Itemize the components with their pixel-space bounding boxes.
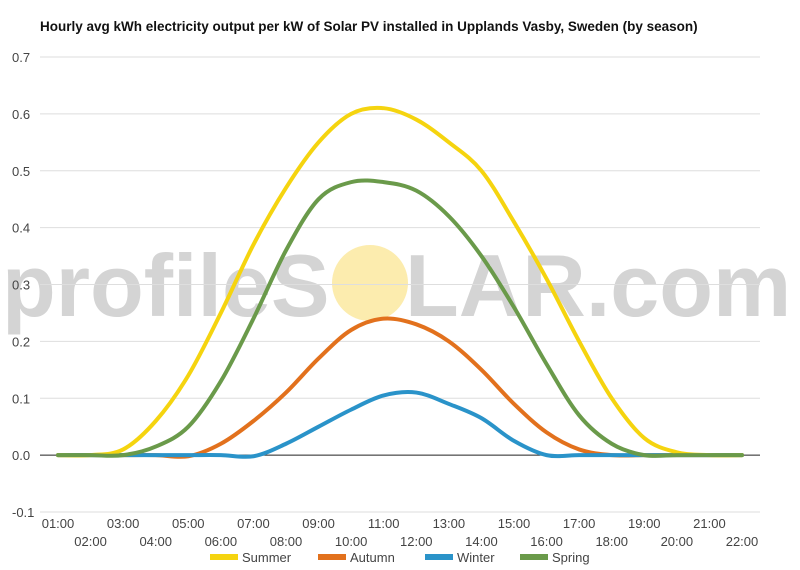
y-tick-label: 0.2 <box>12 334 30 349</box>
x-tick-label: 08:00 <box>270 534 303 549</box>
series-line-summer <box>56 105 744 458</box>
x-tick-label: 22:00 <box>726 534 759 549</box>
x-tick-label: 21:00 <box>693 516 726 531</box>
watermark-text-right: LAR.com <box>405 236 791 335</box>
series-line-winter <box>56 390 744 459</box>
x-tick-label: 16:00 <box>530 534 563 549</box>
x-tick-label: 04:00 <box>139 534 172 549</box>
x-tick-label: 01:00 <box>42 516 75 531</box>
x-tick-label: 17:00 <box>563 516 596 531</box>
x-tick-label: 09:00 <box>302 516 335 531</box>
y-tick-label: 0.0 <box>12 448 30 463</box>
legend-label-winter: Winter <box>457 550 495 565</box>
chart-series <box>56 105 744 459</box>
x-tick-label: 11:00 <box>368 516 400 531</box>
y-axis: -0.1 0.0 0.1 0.2 0.3 0.4 0.5 0.6 0.7 <box>12 50 34 520</box>
legend-swatch-summer <box>210 554 238 560</box>
x-tick-label: 20:00 <box>661 534 694 549</box>
y-tick-label: 0.1 <box>12 391 30 406</box>
legend-label-autumn: Autumn <box>350 550 395 565</box>
y-tick-label: 0.5 <box>12 164 30 179</box>
chart-legend: Summer Autumn Winter Spring <box>210 550 590 565</box>
legend-swatch-winter <box>425 554 453 560</box>
chart-title: Hourly avg kWh electricity output per kW… <box>40 19 698 34</box>
y-tick-label: 0.6 <box>12 107 30 122</box>
x-tick-label: 15:00 <box>498 516 531 531</box>
watermark-sun-icon <box>332 245 408 321</box>
x-tick-label: 14:00 <box>465 534 498 549</box>
watermark-text-left: profileS <box>2 236 330 335</box>
x-tick-label: 05:00 <box>172 516 205 531</box>
y-tick-label: 0.4 <box>12 221 30 236</box>
x-tick-label: 12:00 <box>400 534 433 549</box>
x-tick-label: 03:00 <box>107 516 140 531</box>
x-tick-label: 10:00 <box>335 534 368 549</box>
x-tick-label: 13:00 <box>433 516 466 531</box>
y-tick-label: 0.3 <box>12 278 30 293</box>
series-line-spring <box>56 178 744 458</box>
x-tick-label: 07:00 <box>237 516 270 531</box>
x-tick-label: 19:00 <box>628 516 661 531</box>
x-tick-label: 02:00 <box>74 534 107 549</box>
y-tick-label: 0.7 <box>12 50 30 65</box>
x-tick-label: 06:00 <box>205 534 238 549</box>
y-tick-label: -0.1 <box>12 505 34 520</box>
legend-swatch-spring <box>520 554 548 560</box>
legend-swatch-autumn <box>318 554 346 560</box>
legend-label-summer: Summer <box>242 550 292 565</box>
profilesolar-watermark: profileS LAR.com <box>2 236 791 335</box>
x-tick-label: 18:00 <box>595 534 628 549</box>
legend-label-spring: Spring <box>552 550 590 565</box>
